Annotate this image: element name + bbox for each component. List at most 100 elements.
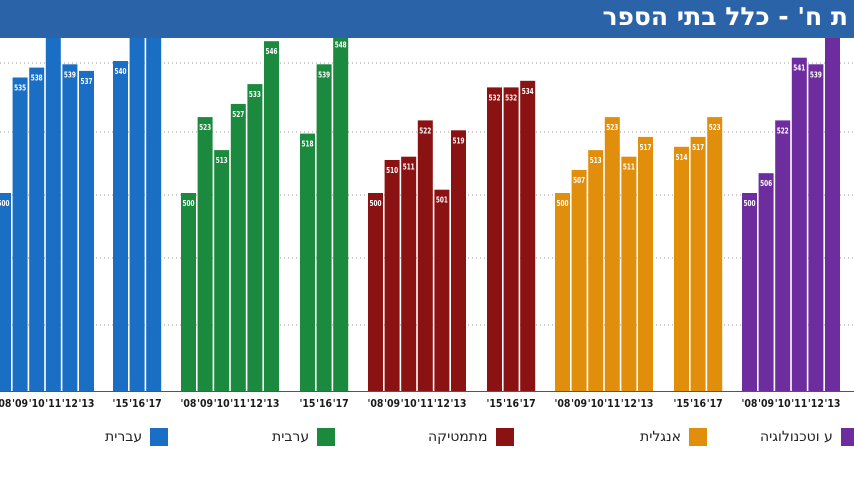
x-tick-label: '08 (742, 397, 758, 410)
bar-value-label: 532 (505, 93, 517, 102)
bar (808, 64, 824, 392)
bar (300, 133, 315, 391)
x-tick-label: '12 (434, 397, 450, 410)
bar-value-label: 511 (403, 163, 415, 172)
bar-value-label: 500 (370, 199, 382, 208)
x-tick-label: '13 (825, 397, 841, 410)
bar (487, 87, 502, 392)
bar (638, 136, 653, 391)
x-tick-label: '17 (146, 397, 162, 410)
bar-value-label: 501 (436, 196, 448, 205)
legend-swatch (317, 428, 336, 446)
bar-value-label: 500 (744, 199, 756, 208)
chart-area: 500 '08 535 '09 538 '10 551 '11 539 '12 537 '13 540 '… (0, 38, 854, 410)
x-tick-label: '10 (775, 397, 791, 410)
bar-value-label: 522 (419, 126, 431, 135)
bar (825, 38, 840, 392)
bar (12, 77, 28, 391)
bar (791, 57, 807, 391)
bar-value-label: 513 (216, 156, 228, 165)
bar-value-label: 517 (692, 143, 704, 152)
bar-value-label: 535 (14, 84, 26, 93)
x-tick-label: '08 (181, 397, 197, 410)
bar-value-label: 513 (590, 156, 602, 165)
x-tick-label: '10 (214, 397, 230, 410)
legend-swatch (689, 428, 708, 446)
x-tick-label: '11 (791, 397, 807, 410)
bar (571, 169, 587, 391)
x-tick-label: '10 (588, 397, 604, 410)
bar (503, 87, 519, 392)
bar (230, 103, 246, 392)
bar (588, 150, 604, 391)
bar-value-label: 538 (31, 74, 43, 83)
legend-label: אנגלית (640, 429, 682, 445)
bar-value-label: 534 (522, 87, 534, 96)
bar (197, 117, 213, 391)
legend-swatch (840, 428, 854, 446)
bar-value-label: 539 (810, 70, 822, 79)
bar (247, 84, 263, 391)
bar (214, 150, 230, 391)
x-tick-label: '13 (264, 397, 280, 410)
x-tick-label: '09 (571, 397, 587, 410)
x-tick-label: '11 (45, 397, 61, 410)
x-tick-label: '11 (230, 397, 246, 410)
legend-item-science-tech: ע וטכנולוגיה (760, 426, 854, 448)
x-tick-label: '09 (758, 397, 774, 410)
x-tick-label: '12 (62, 397, 78, 410)
bar (434, 189, 450, 391)
x-tick-label: '15 (674, 397, 690, 410)
x-tick-label: '16 (316, 397, 332, 410)
bar-value-label: 523 (709, 123, 721, 132)
x-tick-label: '08 (0, 397, 12, 410)
bar (742, 193, 757, 391)
bar-value-label: 519 (453, 136, 465, 145)
bar (316, 64, 332, 392)
bar-value-label: 518 (302, 140, 314, 149)
bar (129, 38, 145, 391)
bar-value-label: 506 (760, 179, 772, 188)
x-tick-label: '17 (707, 397, 723, 410)
bar-value-label: 510 (386, 166, 398, 175)
x-tick-label: '10 (401, 397, 417, 410)
bar-value-label: 507 (573, 176, 585, 185)
bar-value-label: 551 (47, 38, 59, 40)
bar (45, 38, 61, 391)
bar-value-label: 523 (199, 123, 211, 132)
bar (401, 156, 417, 391)
legend-label: ערבית (272, 429, 310, 445)
bar (604, 117, 620, 391)
bar (451, 130, 466, 392)
bar (29, 67, 45, 391)
x-tick-label: '08 (555, 397, 571, 410)
bar-value-label: 546 (266, 47, 278, 56)
x-tick-label: '11 (417, 397, 433, 410)
bar (555, 193, 570, 391)
bar (264, 41, 279, 391)
x-tick-label: '16 (129, 397, 145, 410)
x-tick-label: '15 (487, 397, 503, 410)
bar-value-label: 539 (318, 70, 330, 79)
x-tick-label: '09 (12, 397, 28, 410)
bar (621, 156, 637, 391)
bar-value-label: 539 (64, 70, 76, 79)
bar (181, 193, 196, 391)
bar (333, 38, 349, 391)
x-tick-label: '16 (690, 397, 706, 410)
bar (146, 38, 162, 392)
bar-value-label: 523 (606, 123, 618, 132)
bar-value-label: 532 (489, 93, 501, 102)
bar (520, 80, 536, 392)
bar (775, 120, 791, 392)
legend-label: מתמטיקה (428, 429, 488, 445)
bar-value-label: 527 (232, 110, 244, 119)
x-tick-label: '13 (638, 397, 654, 410)
legend-item-hebrew: עברית (105, 426, 169, 448)
bar-value-label: 500 (183, 199, 195, 208)
x-tick-label: '11 (604, 397, 620, 410)
bar (62, 64, 78, 392)
bar-value-label: 537 (81, 77, 93, 86)
x-tick-label: '08 (368, 397, 384, 410)
bar (368, 193, 383, 391)
